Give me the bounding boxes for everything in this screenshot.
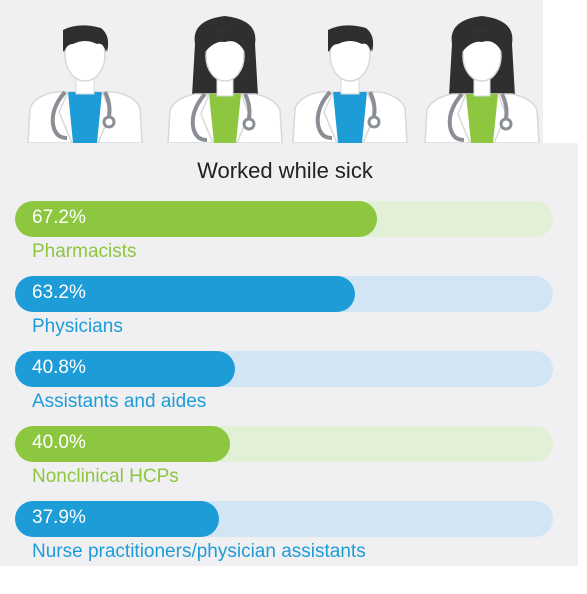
bar-fill [15, 276, 355, 312]
bar-fill [15, 426, 230, 462]
bar-category-label: Nurse practitioners/physician assistants [32, 541, 366, 562]
female-doctor-icon [424, 16, 540, 143]
bar-fill [15, 351, 235, 387]
bar-value-label: 67.2% [32, 207, 86, 228]
bar-value-label: 37.9% [32, 507, 86, 528]
male-doctor-icon [292, 25, 408, 143]
background-corner [543, 0, 587, 143]
bar-fill [15, 501, 219, 537]
bar-category-label: Nonclinical HCPs [32, 466, 179, 487]
male-doctor-icon [27, 25, 143, 143]
bar-category-label: Pharmacists [32, 241, 137, 262]
bar-category-label: Physicians [32, 316, 123, 337]
bar-value-label: 40.0% [32, 432, 86, 453]
bar-value-label: 40.8% [32, 357, 86, 378]
bar-fill [15, 201, 377, 237]
bar-value-label: 63.2% [32, 282, 86, 303]
female-doctor-icon [167, 16, 283, 143]
bar-category-label: Assistants and aides [32, 391, 207, 412]
chart-title: Worked while sick [197, 158, 373, 183]
doctor-illustrations [27, 16, 540, 143]
